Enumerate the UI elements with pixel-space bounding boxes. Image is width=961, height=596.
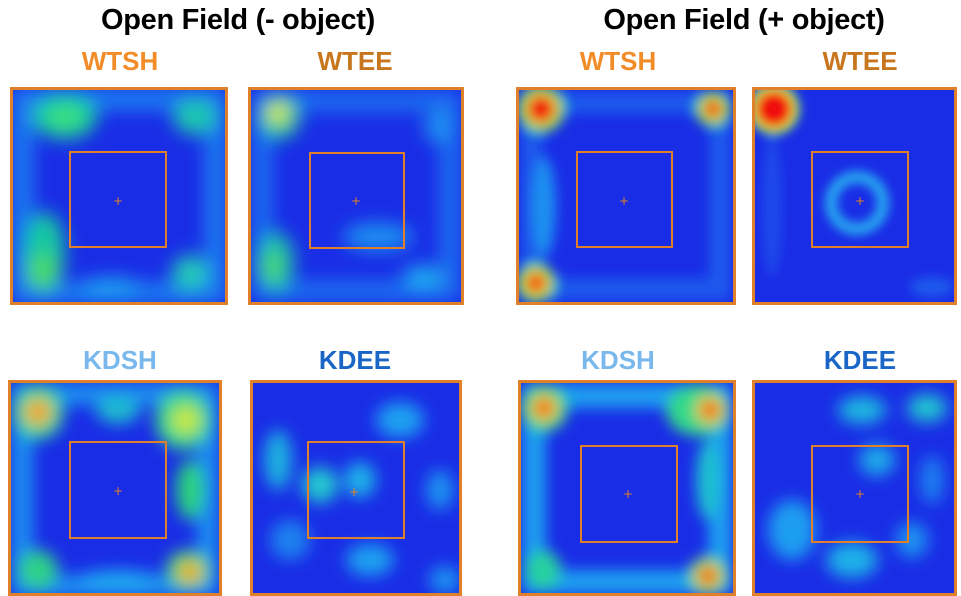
svg-text:+: +: [623, 487, 633, 501]
svg-text:+: +: [113, 194, 123, 208]
label-wtsh-object: WTSH: [579, 46, 657, 76]
label-kdee-object: KDEE: [823, 345, 897, 375]
heatmap-wtee-no-object: +: [248, 87, 464, 305]
svg-text:+: +: [855, 487, 865, 501]
label-kdee-no-object: KDEE: [318, 345, 392, 375]
heatmap-wtee-object: +: [752, 87, 957, 305]
svg-text:+: +: [349, 485, 359, 499]
group-title-with-object: Open Field (+ object): [603, 4, 885, 36]
svg-text:+: +: [351, 194, 361, 208]
heatmap-wtsh-object: +: [516, 87, 736, 305]
heatmap-kdee-object: +: [752, 380, 957, 596]
label-kdsh-no-object: KDSH: [83, 345, 157, 375]
label-kdsh-object: KDSH: [581, 345, 655, 375]
svg-text:+: +: [619, 194, 629, 208]
svg-text:+: +: [855, 194, 865, 208]
heatmap-wtsh-no-object: +: [10, 87, 228, 305]
group-title-without-object: Open Field (- object): [100, 4, 376, 36]
label-wtee-object: WTEE: [822, 46, 898, 76]
heatmap-kdsh-object: +: [518, 380, 736, 596]
heatmap-kdsh-no-object: +: [8, 380, 222, 596]
svg-text:+: +: [113, 484, 123, 498]
label-wtsh-no-object: WTSH: [81, 46, 159, 76]
heatmap-kdee-no-object: +: [250, 380, 462, 596]
label-wtee-no-object: WTEE: [317, 46, 393, 76]
